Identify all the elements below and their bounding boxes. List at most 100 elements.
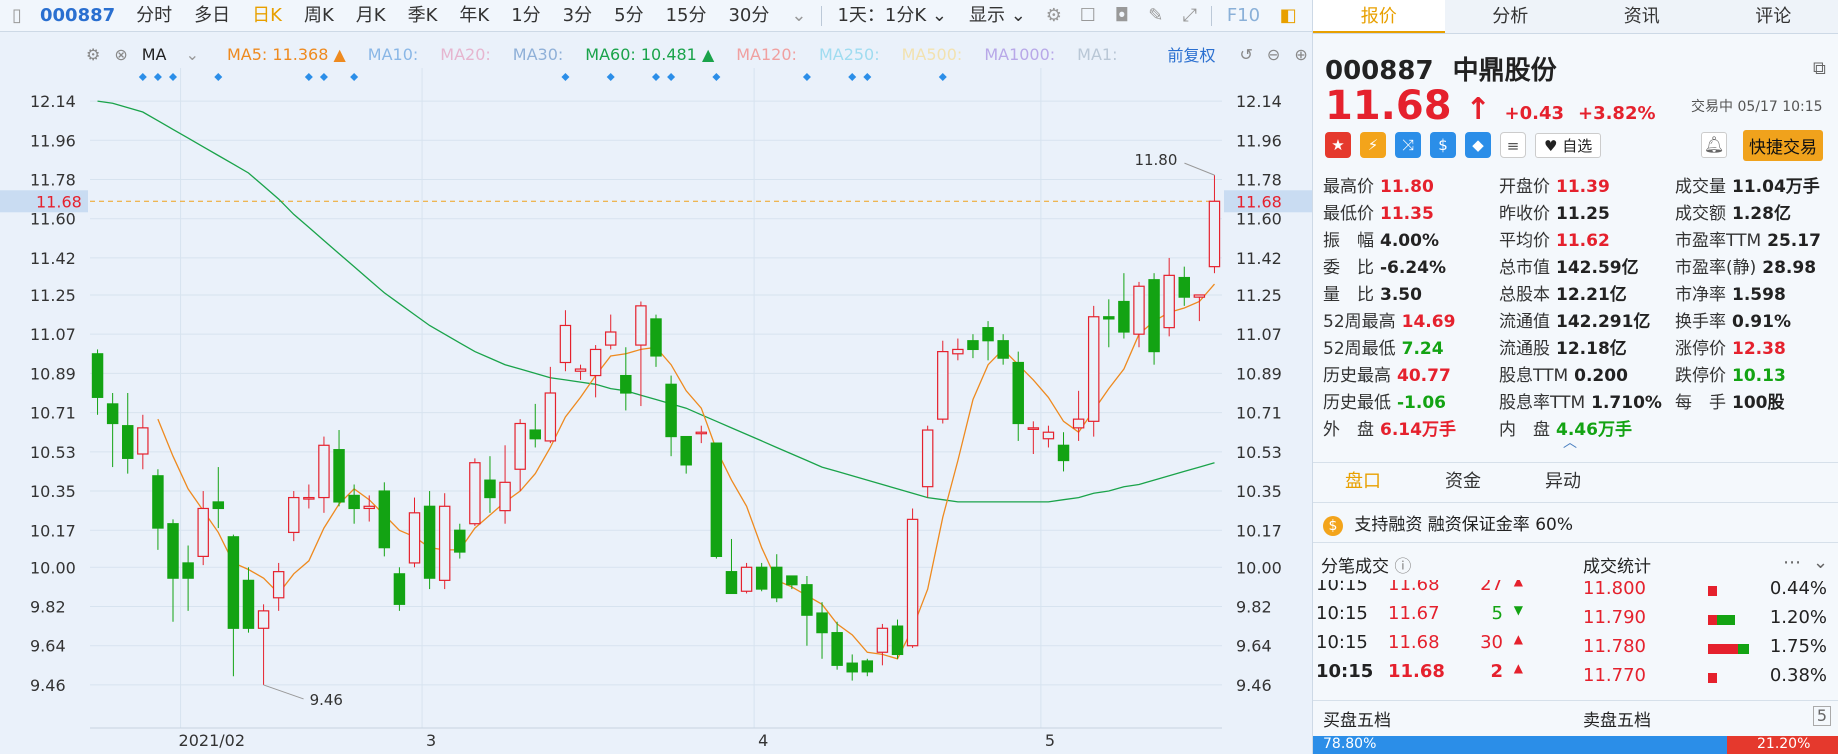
period-tab[interactable]: 日K [252,4,282,26]
ma-item[interactable]: MA5: 11.368 ▲ [227,44,346,64]
event-marker[interactable] [712,73,721,81]
event-marker[interactable] [138,73,147,81]
ma-type-select[interactable]: MA ⌄ [141,44,199,64]
candle-down[interactable] [122,425,134,459]
candle-down[interactable] [1178,276,1190,298]
ma-item[interactable]: MA250: [818,44,880,64]
candle-up[interactable] [1208,200,1221,268]
candle-down[interactable] [771,566,783,599]
subtab-2[interactable]: 异动 [1545,471,1581,492]
period-tab[interactable]: 3分 [562,4,593,26]
dollar-icon[interactable]: $ [1430,132,1456,158]
tab-0[interactable]: 报价 [1313,0,1445,33]
period-tab[interactable]: 1分 [511,4,541,26]
candle-down[interactable] [620,374,632,394]
period-tab[interactable]: 周K [303,4,334,26]
ma-item[interactable]: MA1: [1077,44,1118,64]
candle-down[interactable] [393,573,406,605]
candle-down[interactable] [1148,279,1160,353]
event-marker[interactable] [667,73,676,81]
tag-icon[interactable]: ◆ [1465,132,1491,158]
checkbox-icon[interactable]: ☐ [1079,4,1096,26]
candle-down[interactable] [846,662,858,673]
zoom-in-icon[interactable]: ⊕ [1294,44,1308,64]
event-marker[interactable] [169,73,178,81]
ma-item[interactable]: MA60: 10.481 ▲ [585,44,715,64]
subtab-1[interactable]: 资金 [1445,471,1481,492]
ma-item[interactable]: MA30: [512,44,564,64]
candle-up[interactable] [438,505,451,581]
candle-down[interactable] [650,318,662,357]
bell-icon[interactable]: 🔔︎ [1701,132,1727,158]
period-tab[interactable]: 15分 [665,4,707,26]
favorite-button[interactable]: ♥ 自选 [1535,132,1602,158]
candle-down[interactable] [454,529,466,553]
candle-up[interactable] [1133,285,1145,335]
tab-2[interactable]: 资讯 [1623,6,1660,27]
fullscreen-icon[interactable]: ⤢ [1182,4,1198,26]
candle-up[interactable] [137,427,149,455]
period-tab[interactable]: 月K [355,4,386,26]
candle-up[interactable] [1042,431,1055,440]
candle-down[interactable] [680,435,692,466]
candle-down[interactable] [529,429,541,440]
gear-icon[interactable]: ⚙ [86,44,101,64]
candle-down[interactable] [227,536,240,629]
event-marker[interactable] [153,73,162,81]
event-marker[interactable] [561,73,570,81]
lightning-icon[interactable]: ⚡ [1360,132,1386,158]
sidebar-toggle-icon[interactable]: ▯ [12,4,22,26]
candle-down[interactable] [725,571,738,595]
zoom-out-icon[interactable]: ⊖ [1266,44,1281,64]
candle-up[interactable] [906,518,919,647]
candle-down[interactable] [755,566,768,590]
ma-item[interactable]: MA500: [901,44,963,64]
candle-up[interactable] [695,431,708,435]
camera-icon[interactable]: ◘ [1114,4,1129,26]
candle-down[interactable] [91,353,104,398]
five-level-icon[interactable]: 5 [1813,706,1831,726]
candle-up[interactable] [559,324,572,364]
event-marker[interactable] [802,73,811,81]
candle-down[interactable] [333,449,345,503]
chevron-up-icon[interactable]: ︿ [1563,435,1577,451]
event-marker[interactable] [652,73,660,81]
candle-down[interactable] [1057,444,1070,462]
event-marker[interactable] [606,73,615,81]
candle-down[interactable] [242,579,255,629]
candle-up[interactable] [921,429,934,488]
more-icon[interactable]: ⋯ [1783,552,1801,573]
detail-icon[interactable]: ⧉ [1813,58,1826,79]
display-menu[interactable]: 显示 ⌄ [969,4,1026,26]
ma-item[interactable]: MA20: [440,44,491,64]
candle-down[interactable] [348,494,360,510]
shuffle-icon[interactable]: ⤨ [1395,132,1421,158]
candle-up[interactable] [635,305,647,346]
candle-up[interactable] [952,348,964,355]
undo-icon[interactable]: ↺ [1239,44,1253,64]
ma-item[interactable]: MA1000: [984,44,1056,64]
subtab-0[interactable]: 盘口 [1345,471,1381,492]
candle-up[interactable] [197,507,209,557]
candle-up[interactable] [544,392,557,442]
candle-up[interactable] [514,422,526,470]
ma-item[interactable]: MA120: [736,44,797,64]
tab-3[interactable]: 评论 [1755,6,1792,27]
flag-icon[interactable]: ★ [1325,132,1351,158]
event-marker[interactable] [848,73,857,81]
candle-up[interactable] [288,496,300,534]
candle-up[interactable] [499,481,511,512]
candle-up[interactable] [318,444,330,499]
candle-up[interactable] [589,348,602,377]
candle-down[interactable] [786,575,798,586]
candle-up[interactable] [408,512,421,564]
period-select[interactable]: 1天：1分K ⌄ [837,4,948,26]
f10-button[interactable]: F10 [1226,4,1261,26]
ma-item[interactable]: MA10: [367,44,419,64]
candle-up[interactable] [574,368,587,372]
event-marker[interactable] [304,73,313,81]
candle-down[interactable] [182,562,194,579]
candle-up[interactable] [1163,274,1175,329]
candle-up[interactable] [937,351,949,420]
period-tab[interactable]: 5分 [614,4,644,26]
